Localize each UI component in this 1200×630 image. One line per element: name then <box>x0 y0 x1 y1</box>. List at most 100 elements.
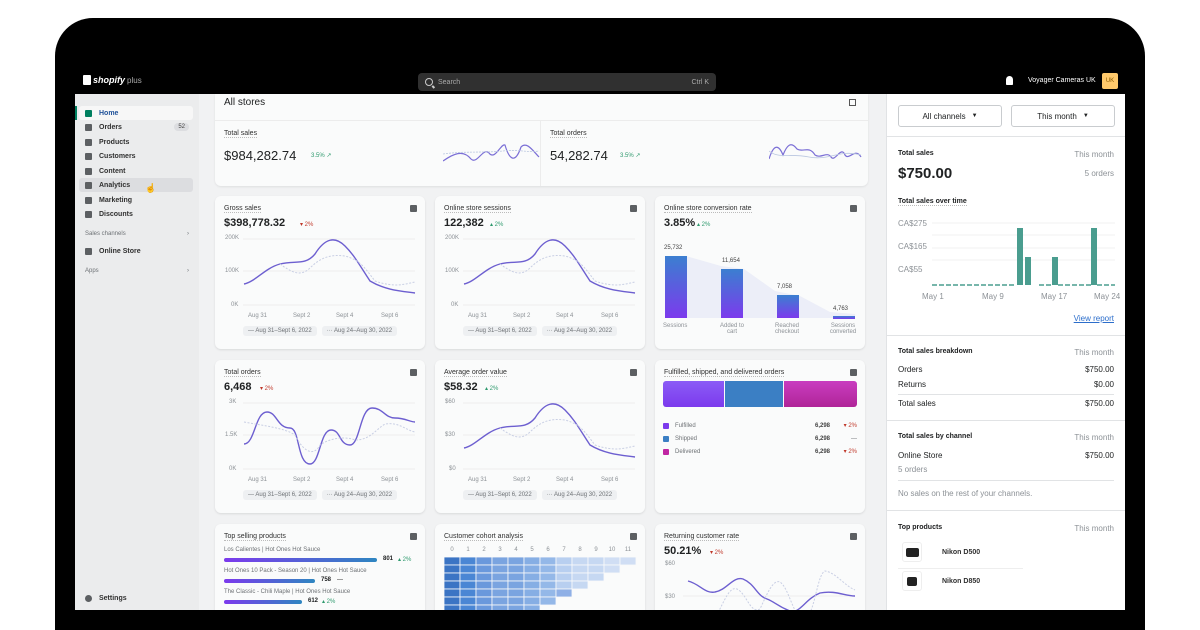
conversion-rate-card[interactable]: Online store conversion rate 3.85% ▴ 2% … <box>655 196 865 349</box>
x-tick: Sept 6 <box>381 313 399 319</box>
funnel-value: 4,763 <box>833 306 849 312</box>
top-selling-products-card[interactable]: Top selling products Los Calientes | Hot… <box>215 524 425 610</box>
sales-channels-header[interactable]: Sales channels › <box>85 231 189 237</box>
sidebar-item-marketing[interactable]: Marketing <box>79 193 193 207</box>
sidebar-item-analytics[interactable]: Analytics <box>79 178 193 192</box>
chart-icon[interactable] <box>850 533 857 540</box>
total-sales-section: Total sales This month $750.00 5 orders To… <box>887 136 1125 335</box>
store-name[interactable]: Voyager Cameras UK <box>1028 77 1096 84</box>
card-title: Top selling products <box>224 533 286 541</box>
chart-icon[interactable] <box>630 205 637 212</box>
divider <box>898 568 1023 569</box>
section-label: Apps <box>85 268 99 274</box>
total-orders-card[interactable]: Total orders 6,468 ▾ 2% 3K 1.5K 0K Aug 3… <box>215 360 425 513</box>
y-tick: $60 <box>445 399 456 405</box>
cohort-col: 11 <box>624 547 632 553</box>
bell-icon[interactable] <box>1006 76 1013 85</box>
x-tick: Sept 2 <box>293 477 311 483</box>
sidebar-item-discounts[interactable]: Discounts <box>79 207 193 221</box>
sessions-card[interactable]: Online store sessions 122,382 ▴ 2% 200K … <box>435 196 645 349</box>
chart-icon[interactable] <box>410 205 417 212</box>
chart-icon[interactable] <box>850 205 857 212</box>
gross-sales-card[interactable]: Gross sales $398,778.32 ▾ 2% 200K 100K 0… <box>215 196 425 349</box>
legend-current[interactable]: — Aug 31–Sept 6, 2022 <box>463 326 537 336</box>
orders-count: 5 orders <box>1084 169 1114 178</box>
active-indicator <box>75 106 77 120</box>
sidebar-item-home[interactable]: Home <box>79 106 193 120</box>
kpi-total-sales[interactable]: Total sales $984,282.74 3.5% ↗ <box>215 120 541 186</box>
chart-icon[interactable] <box>410 533 417 540</box>
funnel-value: 11,654 <box>722 258 740 264</box>
breakdown-value: $750.00 <box>1085 365 1114 374</box>
chart-icon[interactable] <box>410 369 417 376</box>
shopify-logo[interactable]: shopify plus <box>83 75 142 85</box>
search-input[interactable]: Search Ctrl K <box>418 73 716 91</box>
section-period: This month <box>1074 524 1114 533</box>
card-title: Online store sessions <box>444 205 511 213</box>
channel-orders: 5 orders <box>898 465 928 474</box>
legend-previous[interactable]: ··· Aug 24–Aug 30, 2022 <box>321 490 398 500</box>
kpi-change: 3.5% ↗ <box>311 153 332 159</box>
chart-icon[interactable] <box>630 533 637 540</box>
kpi-total-orders[interactable]: Total orders 54,282.74 3.5% ↗ <box>541 120 868 186</box>
total-sales-value: $750.00 <box>898 165 953 182</box>
legend-change: ▾ 2% <box>843 423 857 429</box>
legend-current[interactable]: — Aug 31–Sept 6, 2022 <box>243 490 317 500</box>
breakdown-value: $750.00 <box>1085 399 1114 408</box>
person-icon <box>85 152 92 160</box>
sidebar-item-content[interactable]: Content <box>79 164 193 178</box>
legend-current[interactable]: — Aug 31–Sept 6, 2022 <box>463 490 537 500</box>
x-tick: Aug 31 <box>468 313 488 319</box>
legend-previous[interactable]: ··· Aug 24–Aug 30, 2022 <box>541 490 618 500</box>
product-name: Los Calientes | Hot Ones Hot Sauce <box>224 547 321 553</box>
average-order-value-card[interactable]: Average order value $58.32 ▴ 2% $60 $30 … <box>435 360 645 513</box>
chart-icon[interactable] <box>850 369 857 376</box>
legend-swatch <box>663 448 669 455</box>
dropdown-label: This month <box>1037 111 1077 121</box>
cohort-col: 7 <box>562 547 566 553</box>
y-tick: 0K <box>451 302 459 308</box>
cohort-col: 9 <box>594 547 598 553</box>
legend-previous[interactable]: ··· Aug 24–Aug 30, 2022 <box>321 326 398 336</box>
cohort-analysis-card[interactable]: Customer cohort analysis 0 1 2 3 4 5 6 7… <box>435 524 645 610</box>
gross-sales-chart <box>243 238 416 306</box>
legend-previous[interactable]: ··· Aug 24–Aug 30, 2022 <box>541 326 618 336</box>
top-product-item[interactable]: Nikon D500 <box>902 542 980 562</box>
store-icon <box>85 247 92 255</box>
x-tick: Aug 31 <box>468 477 488 483</box>
y-tick: 100K <box>225 268 240 274</box>
avatar[interactable]: UK <box>1102 73 1118 89</box>
channel-dropdown[interactable]: All channels ▼ <box>898 105 1002 127</box>
cohort-col: 3 <box>498 547 502 553</box>
product-value: 612 <box>308 598 319 604</box>
sidebar-item-orders[interactable]: Orders 52 <box>79 120 193 134</box>
top-product-item[interactable]: Nikon D850 <box>902 571 980 591</box>
card-value: 3.85% <box>664 217 696 229</box>
logo-text: shopify <box>93 75 126 85</box>
content-icon <box>85 167 92 175</box>
returning-customer-card[interactable]: Returning customer rate 50.21% ▾ 2% $60 … <box>655 524 865 610</box>
apps-header[interactable]: Apps › <box>85 268 189 274</box>
cohort-heatmap <box>443 556 637 610</box>
top-products-section: Top products This month Nikon D500 Nikon … <box>887 510 1125 610</box>
camera-thumbnail-icon <box>902 571 922 591</box>
view-report-link[interactable]: View report <box>1073 314 1114 323</box>
fulfillment-card[interactable]: Fulfilled, shipped, and delivered orders… <box>655 360 865 513</box>
sidebar-item-online-store[interactable]: Online Store <box>79 244 193 258</box>
nav-label: Marketing <box>99 196 133 204</box>
period-dropdown[interactable]: This month ▼ <box>1011 105 1115 127</box>
breakdown-label: Returns <box>898 380 927 389</box>
sidebar-item-customers[interactable]: Customers <box>79 149 193 163</box>
card-change: ▴ 2% <box>490 222 504 228</box>
grid-icon[interactable] <box>849 99 856 106</box>
chart-icon[interactable] <box>630 369 637 376</box>
sidebar-item-settings[interactable]: Settings <box>79 591 193 605</box>
product-name: Hot Ones 10 Pack - Season 20 | Hot Ones … <box>224 568 367 574</box>
sidebar-item-products[interactable]: Products <box>79 135 193 149</box>
channels-note: No sales on the rest of your channels. <box>898 489 1033 498</box>
legend-current[interactable]: — Aug 31–Sept 6, 2022 <box>243 326 317 336</box>
product-value: 801 <box>383 556 394 562</box>
legend-row: Delivered 6,298 ▾ 2% <box>663 445 857 458</box>
section-period: This month <box>1074 433 1114 442</box>
nav-label: Discounts <box>99 210 133 218</box>
